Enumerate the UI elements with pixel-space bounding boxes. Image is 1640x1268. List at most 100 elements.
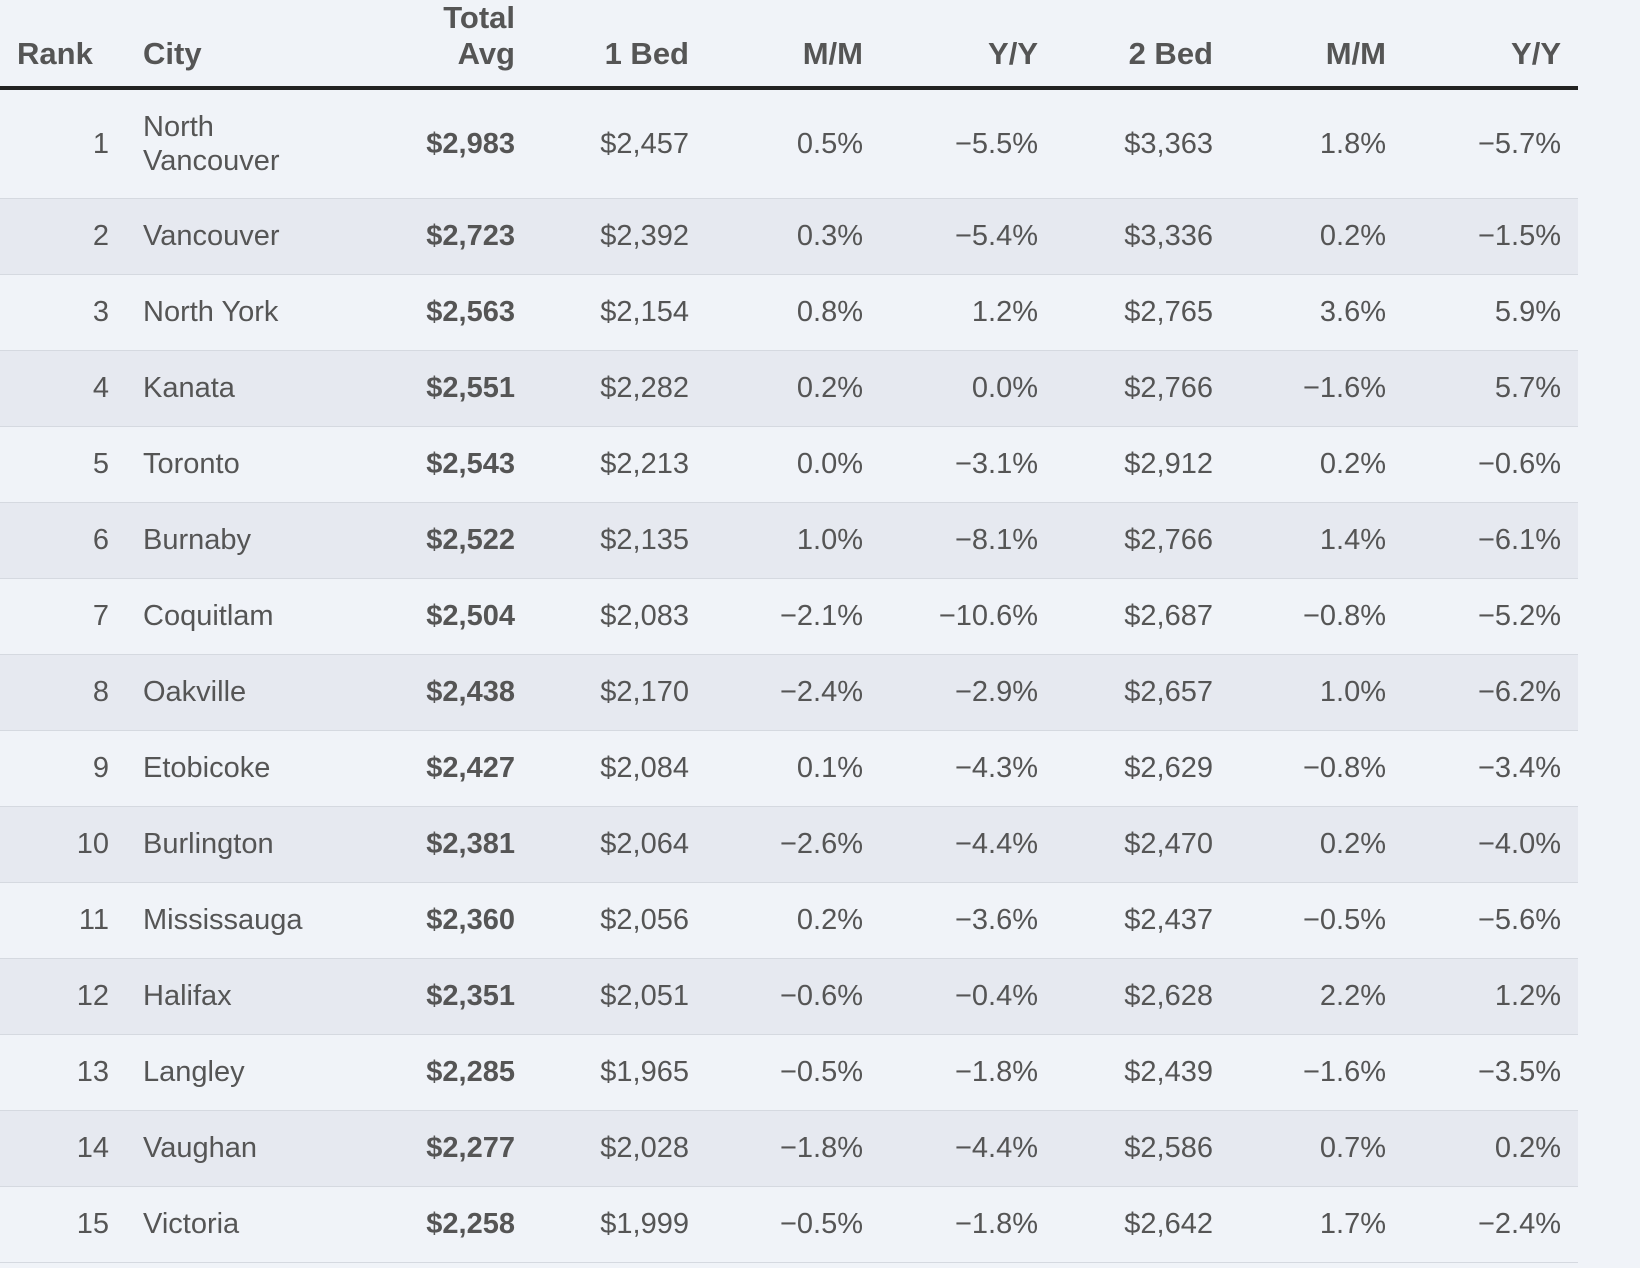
two-bed-yy-cell: −5.6% [1403, 882, 1578, 959]
city-cell: Oakville [126, 654, 370, 731]
rank-cell: 3 [0, 274, 126, 351]
two-bed-mm-cell: 0.2% [1230, 198, 1403, 275]
header-two-bed-yy[interactable]: Y/Y [1403, 0, 1578, 90]
two-bed-mm-cell: −1.6% [1230, 1034, 1403, 1111]
one-bed-cell: $2,170 [532, 654, 706, 731]
total-avg-cell: $2,522 [370, 502, 532, 579]
header-total-avg[interactable]: Total Avg [370, 0, 532, 90]
one-bed-cell: $2,056 [532, 882, 706, 959]
two-bed-mm-cell: 1.8% [1230, 88, 1403, 199]
one-bed-cell: $2,135 [532, 502, 706, 579]
one-bed-mm-cell: −1.8% [706, 1110, 880, 1187]
total-avg-cell: $2,360 [370, 882, 532, 959]
two-bed-cell: $2,628 [1055, 958, 1230, 1035]
city-cell: Coquitlam [126, 578, 370, 655]
one-bed-cell: $2,392 [532, 198, 706, 275]
city-cell: Vancouver [126, 198, 370, 275]
one-bed-mm-cell: 0.0% [706, 426, 880, 503]
two-bed-mm-cell: 2.2% [1230, 958, 1403, 1035]
header-one-bed-mm[interactable]: M/M [706, 0, 880, 90]
two-bed-cell: $2,470 [1055, 806, 1230, 883]
two-bed-yy-cell: 5.7% [1403, 350, 1578, 427]
table-row: 12 Halifax $2,351 $2,051 −0.6% −0.4% $2,628 2.2… [0, 958, 1578, 1035]
city-cell: Kanata [126, 350, 370, 427]
rank-cell: 13 [0, 1034, 126, 1111]
two-bed-mm-cell: 0.2% [1230, 426, 1403, 503]
one-bed-cell: $2,064 [532, 806, 706, 883]
one-bed-yy-cell: −1.8% [880, 1034, 1055, 1111]
two-bed-yy-cell: 5.9% [1403, 274, 1578, 351]
table-row: 8 Oakville $2,438 $2,170 −2.4% −2.9% $2,657 1.0… [0, 654, 1578, 731]
rent-ranking-table-container: Rank City Total Avg 1 Bed M/M Y/Y 2 Bed M… [0, 0, 1578, 1263]
city-cell: Etobicoke [126, 730, 370, 807]
one-bed-mm-cell: 0.5% [706, 88, 880, 199]
rank-cell: 15 [0, 1186, 126, 1263]
total-avg-cell: $2,351 [370, 958, 532, 1035]
header-one-bed-yy[interactable]: Y/Y [880, 0, 1055, 90]
table-row: 15 Victoria $2,258 $1,999 −0.5% −1.8% $2,642 1.… [0, 1186, 1578, 1263]
rank-cell: 1 [0, 88, 126, 199]
one-bed-yy-cell: −4.3% [880, 730, 1055, 807]
two-bed-mm-cell: −0.8% [1230, 578, 1403, 655]
table-row: 5 Toronto $2,543 $2,213 0.0% −3.1% $2,912 0.2% −… [0, 426, 1578, 503]
rank-cell: 2 [0, 198, 126, 275]
rank-cell: 9 [0, 730, 126, 807]
two-bed-cell: $2,765 [1055, 274, 1230, 351]
one-bed-cell: $2,213 [532, 426, 706, 503]
two-bed-mm-cell: 1.4% [1230, 502, 1403, 579]
rank-cell: 14 [0, 1110, 126, 1187]
header-rank[interactable]: Rank [0, 0, 126, 90]
table-row: 11 Mississauga $2,360 $2,056 0.2% −3.6% $2,437… [0, 882, 1578, 959]
total-avg-cell: $2,258 [370, 1186, 532, 1263]
two-bed-cell: $2,642 [1055, 1186, 1230, 1263]
rank-cell: 5 [0, 426, 126, 503]
table-row: 9 Etobicoke $2,427 $2,084 0.1% −4.3% $2,629 −0.… [0, 730, 1578, 807]
city-cell: Victoria [126, 1186, 370, 1263]
two-bed-cell: $2,629 [1055, 730, 1230, 807]
two-bed-cell: $2,766 [1055, 350, 1230, 427]
total-avg-cell: $2,543 [370, 426, 532, 503]
one-bed-cell: $2,282 [532, 350, 706, 427]
one-bed-yy-cell: −8.1% [880, 502, 1055, 579]
header-two-bed[interactable]: 2 Bed [1055, 0, 1230, 90]
two-bed-cell: $2,657 [1055, 654, 1230, 731]
one-bed-mm-cell: −0.5% [706, 1034, 880, 1111]
one-bed-mm-cell: 0.2% [706, 882, 880, 959]
one-bed-yy-cell: −3.1% [880, 426, 1055, 503]
header-one-bed[interactable]: 1 Bed [532, 0, 706, 90]
one-bed-mm-cell: −0.5% [706, 1186, 880, 1263]
table-row: 6 Burnaby $2,522 $2,135 1.0% −8.1% $2,766 1.4% −… [0, 502, 1578, 579]
table-row: 1 North Vancouver $2,983 $2,457 0.5% −5.5% $3,… [0, 88, 1578, 199]
one-bed-cell: $2,457 [532, 88, 706, 199]
two-bed-yy-cell: −1.5% [1403, 198, 1578, 275]
table-header: Rank City Total Avg 1 Bed M/M Y/Y 2 Bed M… [0, 0, 1578, 90]
city-cell: Vaughan [126, 1110, 370, 1187]
two-bed-cell: $2,437 [1055, 882, 1230, 959]
table-row: 10 Burlington $2,381 $2,064 −2.6% −4.4% $2,470… [0, 806, 1578, 883]
two-bed-yy-cell: −5.2% [1403, 578, 1578, 655]
header-two-bed-mm[interactable]: M/M [1230, 0, 1403, 90]
city-cell: Halifax [126, 958, 370, 1035]
one-bed-cell: $2,083 [532, 578, 706, 655]
one-bed-cell: $1,965 [532, 1034, 706, 1111]
one-bed-yy-cell: −4.4% [880, 1110, 1055, 1187]
two-bed-yy-cell: −2.4% [1403, 1186, 1578, 1263]
rank-cell: 11 [0, 882, 126, 959]
rank-cell: 7 [0, 578, 126, 655]
rent-ranking-table: Rank City Total Avg 1 Bed M/M Y/Y 2 Bed M… [0, 0, 1578, 1263]
total-avg-cell: $2,504 [370, 578, 532, 655]
table-row: 2 Vancouver $2,723 $2,392 0.3% −5.4% $3,336 0.2… [0, 198, 1578, 275]
total-avg-cell: $2,427 [370, 730, 532, 807]
one-bed-cell: $2,028 [532, 1110, 706, 1187]
one-bed-yy-cell: 0.0% [880, 350, 1055, 427]
two-bed-mm-cell: 0.2% [1230, 806, 1403, 883]
total-avg-cell: $2,563 [370, 274, 532, 351]
rank-cell: 6 [0, 502, 126, 579]
one-bed-mm-cell: 1.0% [706, 502, 880, 579]
rank-cell: 8 [0, 654, 126, 731]
header-city[interactable]: City [126, 0, 370, 90]
one-bed-mm-cell: −2.6% [706, 806, 880, 883]
city-cell: North York [126, 274, 370, 351]
one-bed-mm-cell: −2.1% [706, 578, 880, 655]
header-row: Rank City Total Avg 1 Bed M/M Y/Y 2 Bed M… [0, 0, 1578, 90]
